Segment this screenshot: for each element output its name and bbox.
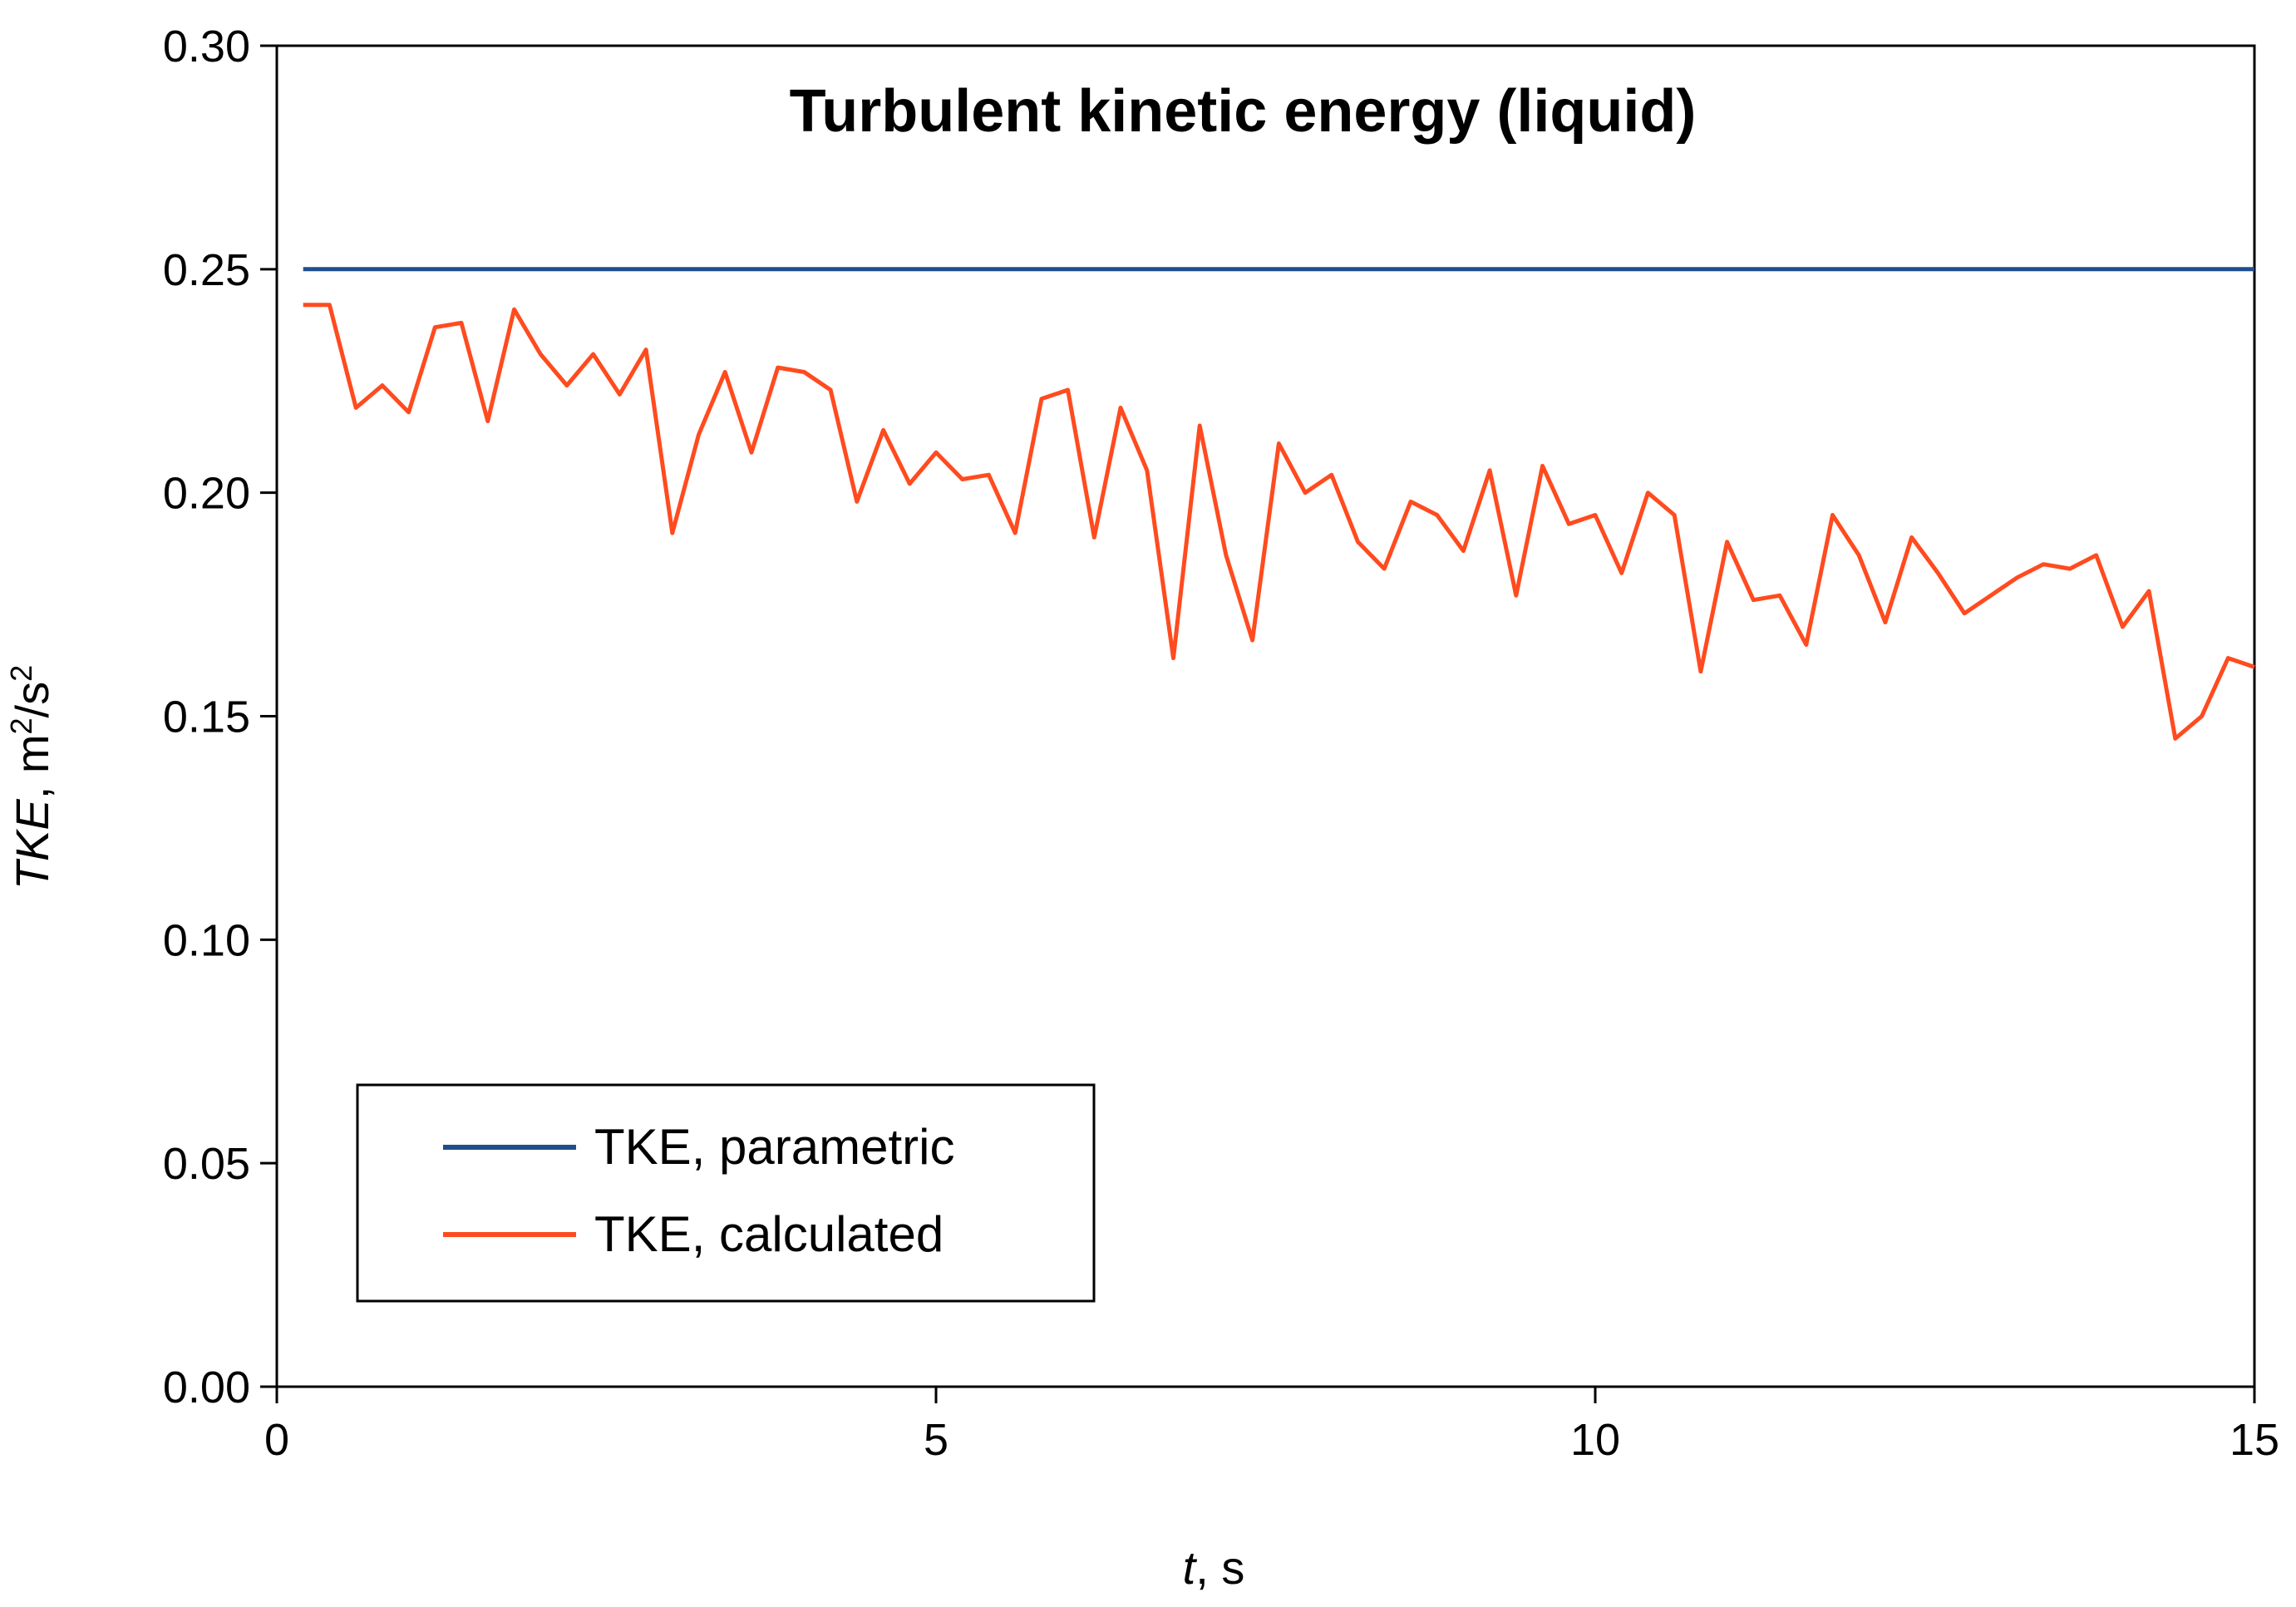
x-tick-label: 5 <box>924 1415 948 1465</box>
y-axis-label-sup1: 2 <box>4 717 38 734</box>
x-axis-label-unit: , s <box>1195 1541 1244 1594</box>
x-axis-label-var: t <box>1183 1541 1198 1594</box>
y-tick-label: 0.25 <box>163 245 250 295</box>
y-axis-label: TKE, m2/s2 <box>4 665 58 890</box>
series-layer <box>303 267 2255 741</box>
x-tick-label: 15 <box>2229 1415 2279 1465</box>
series-line-calculated <box>303 303 2255 741</box>
y-tick-label: 0.20 <box>163 469 250 519</box>
legend-label-parametric: TKE, parametric <box>594 1119 954 1175</box>
y-axis-label-sup2: 2 <box>4 665 38 682</box>
y-axis-label-var: TKE <box>6 799 58 890</box>
y-axis-label-unit-mid: /s <box>6 682 58 718</box>
y-tick-label: 0.05 <box>163 1139 250 1189</box>
y-tick-label: 0.00 <box>163 1363 250 1412</box>
y-tick-label: 0.10 <box>163 915 250 965</box>
chart-title: Turbulent kinetic energy (liquid) <box>790 78 1697 145</box>
y-tick-label: 0.30 <box>163 22 250 71</box>
legend-label-calculated: TKE, calculated <box>594 1206 944 1262</box>
y-axis-label-unit-pre: , m <box>6 734 58 799</box>
legend-box <box>356 1083 1096 1303</box>
y-axis: 0.00 0.05 0.10 0.15 0.20 0.25 0.30 <box>163 22 277 1412</box>
legend: TKE, parametric TKE, calculated <box>356 1083 1096 1303</box>
x-tick-label: 0 <box>264 1415 289 1465</box>
x-axis: 0 5 10 15 <box>264 1387 2279 1465</box>
y-tick-label: 0.15 <box>163 693 250 742</box>
x-axis-label: t, s <box>1183 1541 1245 1594</box>
x-tick-label: 10 <box>1570 1415 1620 1465</box>
